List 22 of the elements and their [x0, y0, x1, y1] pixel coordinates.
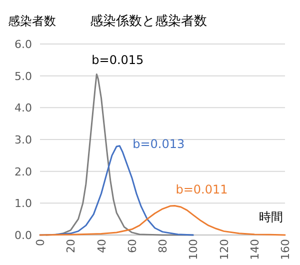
- y-tick-label: 5.0: [14, 70, 32, 83]
- y-tick-label: 3.0: [14, 134, 32, 146]
- y-axis-title: 感染者数: [8, 14, 56, 28]
- x-tick-label: 100: [187, 239, 200, 260]
- x-tick-label: 140: [248, 239, 262, 260]
- series-label: b=0.011: [176, 182, 228, 197]
- x-tick-label: 80: [156, 239, 170, 253]
- x-tick-label: 20: [64, 239, 78, 253]
- x-axis-title: 時間: [259, 210, 283, 224]
- series-label: b=0.013: [132, 136, 185, 151]
- x-tick-label: 60: [126, 239, 139, 253]
- y-tick-label: 4.0: [14, 102, 32, 115]
- series-label: b=0.015: [92, 53, 144, 68]
- y-tick-label: 6.0: [14, 38, 32, 51]
- x-tick-label: 160: [279, 239, 292, 260]
- y-tick-label: 2.0: [14, 165, 32, 178]
- x-tick-label: 120: [218, 239, 231, 260]
- chart-title: 感染係数と感染者数: [90, 14, 207, 29]
- y-tick-label: 0.0: [14, 229, 32, 242]
- y-tick-label: 1.0: [14, 197, 32, 210]
- x-tick-label: 40: [95, 239, 108, 253]
- x-tick-label: 0: [34, 239, 47, 246]
